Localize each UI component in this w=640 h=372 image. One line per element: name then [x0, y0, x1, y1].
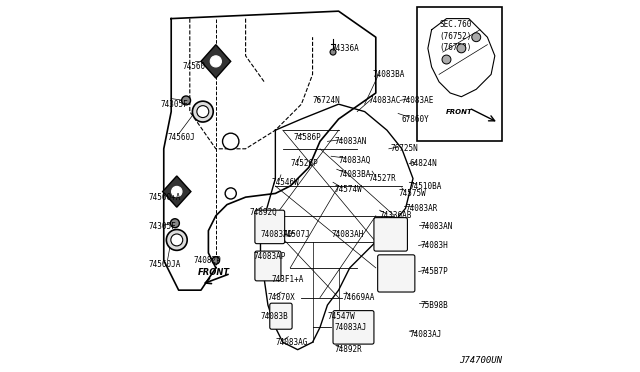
Circle shape — [166, 230, 187, 250]
Text: 67860Y: 67860Y — [402, 115, 429, 124]
FancyBboxPatch shape — [270, 303, 292, 329]
FancyBboxPatch shape — [333, 311, 374, 344]
Bar — [417, 7, 502, 141]
FancyBboxPatch shape — [374, 218, 408, 251]
Text: 74083AJ: 74083AJ — [335, 323, 367, 332]
Text: FRONT: FRONT — [446, 109, 473, 115]
Text: 74083B: 74083B — [260, 312, 288, 321]
Text: 74083AD: 74083AD — [260, 230, 293, 239]
Text: 74560+A: 74560+A — [149, 193, 181, 202]
Circle shape — [170, 219, 179, 228]
FancyBboxPatch shape — [378, 255, 415, 292]
Text: 74083AN: 74083AN — [420, 222, 453, 231]
Text: 74546W: 74546W — [271, 178, 300, 187]
Text: 74083H: 74083H — [420, 241, 448, 250]
Text: 74547W: 74547W — [328, 312, 355, 321]
Circle shape — [211, 56, 221, 67]
FancyBboxPatch shape — [255, 251, 281, 281]
Polygon shape — [201, 45, 231, 78]
Text: 74560J: 74560J — [168, 133, 195, 142]
Text: 74510BA: 74510BA — [410, 182, 442, 190]
Polygon shape — [163, 176, 191, 207]
FancyBboxPatch shape — [255, 210, 285, 244]
Text: 76724N: 76724N — [312, 96, 340, 105]
Text: SEC.760
(76752)
(76753): SEC.760 (76752) (76753) — [440, 20, 472, 52]
Circle shape — [223, 133, 239, 150]
Text: J74700UN: J74700UN — [460, 356, 502, 365]
Text: 76725N: 76725N — [390, 144, 419, 153]
Text: 74083AC: 74083AC — [369, 96, 401, 105]
Text: 74574W: 74574W — [335, 185, 363, 194]
Text: 74892Q: 74892Q — [250, 208, 277, 217]
Circle shape — [472, 33, 481, 42]
Circle shape — [182, 96, 191, 105]
Text: 75B98B: 75B98B — [420, 301, 448, 310]
Text: 74305F: 74305F — [160, 100, 188, 109]
Text: 74083AJ: 74083AJ — [410, 330, 442, 339]
Text: 74083AQ: 74083AQ — [339, 155, 371, 164]
Text: 743F1+A: 743F1+A — [271, 275, 304, 283]
Circle shape — [330, 49, 336, 55]
Circle shape — [171, 234, 183, 246]
Text: 74560: 74560 — [182, 62, 205, 71]
Text: 74892R: 74892R — [335, 345, 363, 354]
Text: 74527R: 74527R — [369, 174, 396, 183]
Text: 74586P: 74586P — [294, 133, 322, 142]
Text: 74305F: 74305F — [149, 222, 177, 231]
Text: 74560JA: 74560JA — [149, 260, 181, 269]
Circle shape — [172, 186, 182, 197]
Text: 74082P: 74082P — [193, 256, 221, 265]
Text: 74526P: 74526P — [291, 159, 318, 168]
Circle shape — [225, 188, 236, 199]
Text: 74083AR: 74083AR — [406, 204, 438, 213]
Text: 64824N: 64824N — [410, 159, 437, 168]
Text: 74083AH: 74083AH — [331, 230, 364, 239]
Text: FRONT: FRONT — [198, 268, 230, 277]
Text: 74669AA: 74669AA — [342, 293, 374, 302]
Circle shape — [212, 257, 220, 264]
Text: 74083AN: 74083AN — [335, 137, 367, 146]
Text: 74083BA: 74083BA — [339, 170, 371, 179]
Text: 74336A: 74336A — [331, 44, 359, 53]
Text: 745B7P: 745B7P — [420, 267, 448, 276]
Text: 74507J: 74507J — [283, 230, 310, 239]
Text: 74336AB: 74336AB — [380, 211, 412, 220]
Circle shape — [197, 106, 209, 118]
Text: 74870X: 74870X — [268, 293, 296, 302]
Text: 74575W: 74575W — [398, 189, 426, 198]
Circle shape — [457, 44, 466, 53]
Circle shape — [193, 101, 213, 122]
Text: 74083AP: 74083AP — [253, 252, 285, 261]
Circle shape — [442, 55, 451, 64]
Text: 74083AE: 74083AE — [402, 96, 434, 105]
Text: 74083AG: 74083AG — [275, 338, 308, 347]
Text: 74083BA: 74083BA — [372, 70, 404, 79]
